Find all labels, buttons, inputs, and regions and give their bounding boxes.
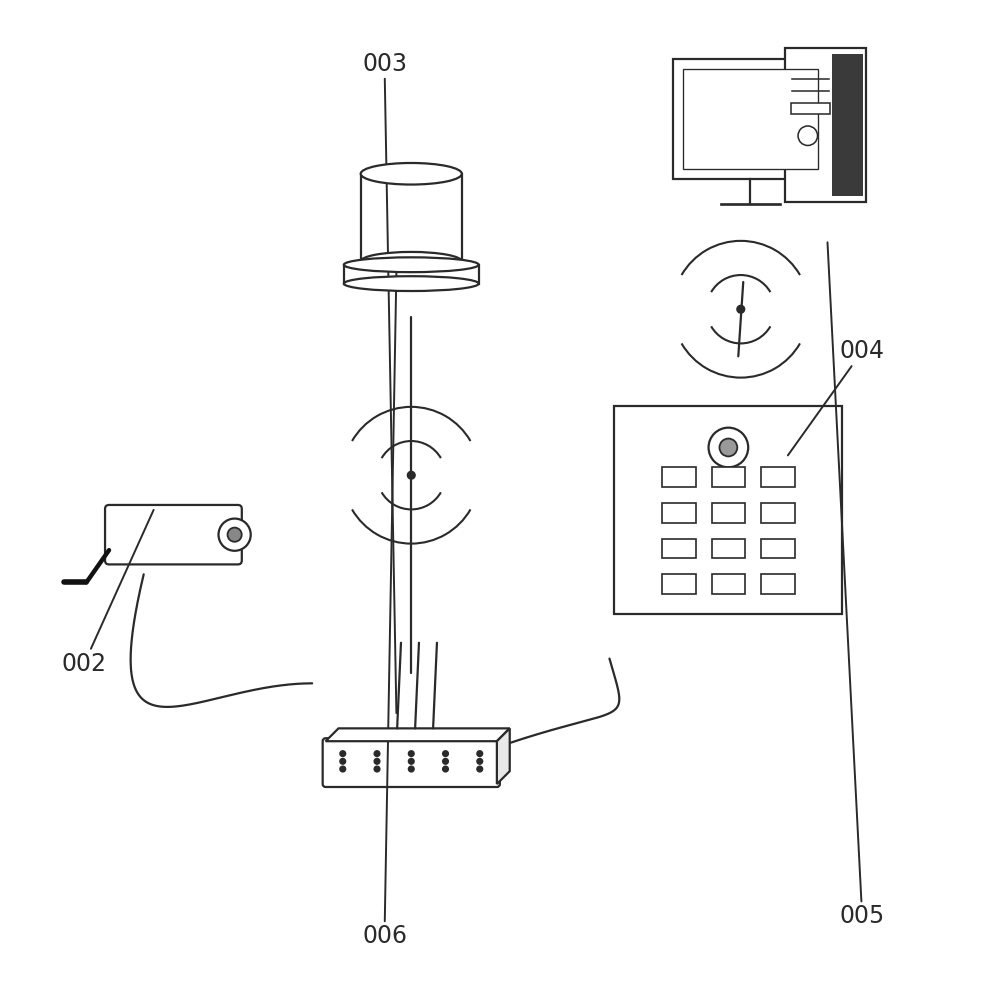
Circle shape	[443, 758, 448, 764]
Circle shape	[228, 528, 242, 542]
Text: 005: 005	[827, 242, 885, 928]
Bar	[662, 539, 696, 558]
Circle shape	[375, 751, 380, 756]
Bar	[761, 503, 795, 523]
Circle shape	[737, 305, 744, 313]
Bar	[761, 574, 795, 594]
Circle shape	[477, 751, 483, 756]
Bar	[791, 103, 829, 114]
Text: 004: 004	[788, 339, 885, 455]
Circle shape	[375, 766, 380, 772]
Circle shape	[340, 758, 346, 764]
Bar	[712, 503, 745, 523]
Circle shape	[408, 758, 414, 764]
Ellipse shape	[361, 163, 462, 185]
Circle shape	[375, 758, 380, 764]
Circle shape	[218, 519, 251, 551]
Circle shape	[443, 751, 448, 756]
Bar	[761, 539, 795, 558]
Circle shape	[719, 439, 737, 456]
Circle shape	[477, 766, 483, 772]
Circle shape	[407, 471, 415, 479]
Ellipse shape	[361, 252, 462, 271]
Bar	[761, 467, 795, 487]
Circle shape	[477, 758, 483, 764]
Bar	[344, 265, 479, 284]
Bar	[832, 54, 863, 196]
Bar	[712, 574, 745, 594]
Circle shape	[340, 766, 346, 772]
Text: 002: 002	[61, 510, 154, 676]
FancyBboxPatch shape	[105, 505, 242, 564]
Text: 003: 003	[362, 52, 407, 713]
Ellipse shape	[344, 257, 479, 272]
Circle shape	[408, 751, 414, 756]
Circle shape	[709, 428, 748, 467]
Ellipse shape	[344, 276, 479, 291]
Circle shape	[408, 766, 414, 772]
Bar	[361, 174, 462, 261]
Bar	[614, 406, 842, 614]
Bar	[673, 59, 827, 179]
FancyBboxPatch shape	[323, 738, 499, 787]
Circle shape	[443, 766, 448, 772]
Bar	[662, 574, 696, 594]
Bar	[712, 467, 745, 487]
Polygon shape	[326, 728, 509, 741]
Circle shape	[340, 751, 346, 756]
Bar	[662, 467, 696, 487]
Bar	[662, 503, 696, 523]
Bar	[712, 539, 745, 558]
Bar	[785, 48, 866, 202]
Polygon shape	[496, 728, 509, 784]
Circle shape	[798, 126, 818, 145]
Bar	[683, 69, 818, 169]
Text: 006: 006	[362, 272, 407, 948]
